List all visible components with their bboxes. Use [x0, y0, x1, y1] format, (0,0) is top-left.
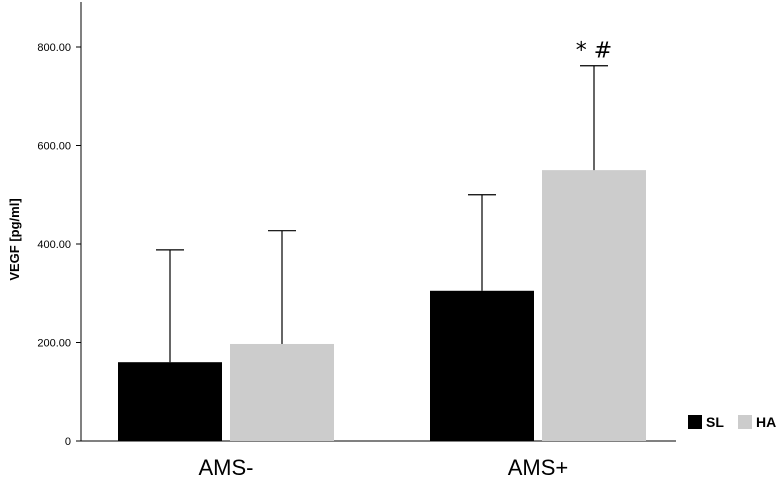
bars	[118, 170, 646, 441]
bar-sl-ams	[430, 290, 534, 441]
y-tick-label: 800.00	[37, 42, 71, 54]
legend-label-ha: HA	[756, 414, 776, 430]
legend-swatch-sl	[688, 415, 702, 429]
legend: SL HA	[688, 414, 776, 430]
labels: VEGF [pg/ml] AMS- AMS+ * #	[7, 39, 612, 480]
bar-ha-ams	[230, 343, 334, 441]
y-tick-label: 0	[65, 436, 71, 448]
legend-label-sl: SL	[706, 414, 724, 430]
y-tick-label: 200.00	[37, 338, 71, 350]
y-tick-label: 400.00	[37, 239, 71, 251]
category-label: AMS-	[199, 455, 254, 480]
legend-swatch-ha	[738, 415, 752, 429]
significance-annotation: * #	[576, 39, 612, 64]
category-label: AMS+	[508, 455, 569, 480]
bar-ha-ams	[542, 170, 646, 441]
bar-sl-ams	[118, 362, 222, 441]
y-tick-label: 600.00	[37, 141, 71, 153]
error-bars	[156, 65, 608, 363]
y-axis-title: VEGF [pg/ml]	[7, 198, 22, 280]
